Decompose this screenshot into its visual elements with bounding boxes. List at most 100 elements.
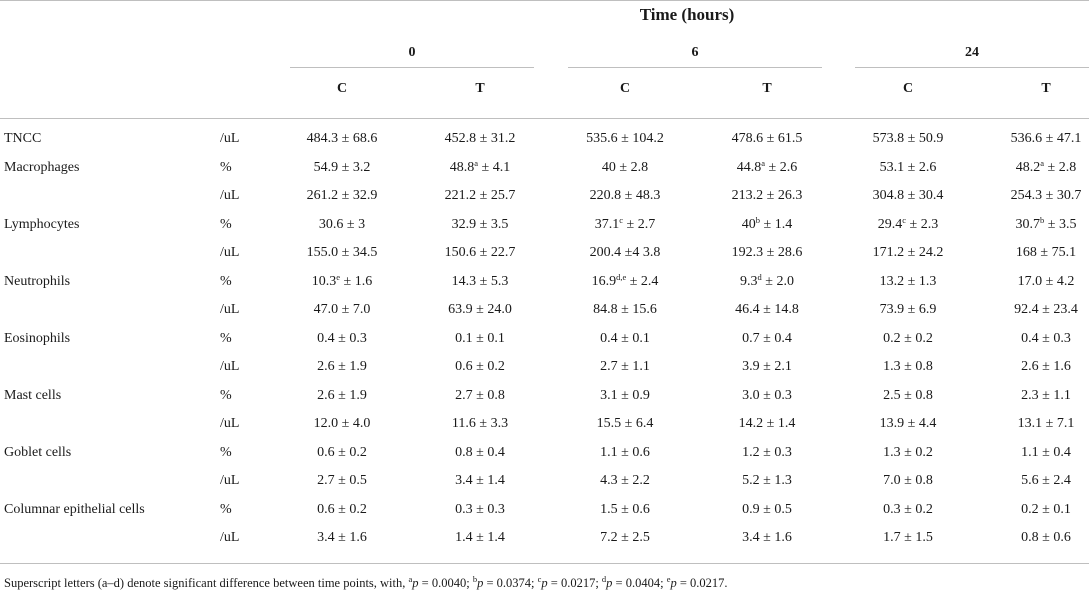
group-header-c: C: [902, 81, 914, 96]
cell-value: 0.3 ± 0.2: [883, 502, 933, 517]
table-cell: 2.6 ± 1.9: [317, 359, 367, 375]
table-cell: 0.8 ± 0.4: [455, 445, 505, 461]
cell-value: 0.8 ± 0.6: [1021, 530, 1071, 545]
cell-value: 40 ± 2.8: [601, 160, 649, 175]
table-cell: 37.1c ± 2.7: [595, 215, 655, 233]
row-unit: /uL: [220, 416, 240, 431]
timepoint-header-0: 0: [408, 45, 416, 60]
cell-value: 0.4 ± 0.1: [600, 331, 650, 346]
cell-sd: ± 2.8: [1044, 160, 1077, 175]
table-cell: 0.9 ± 0.5: [742, 502, 792, 518]
table-cell: 0.3 ± 0.2: [883, 502, 933, 518]
table-cell: 0.2 ± 0.2: [883, 331, 933, 347]
footnote-text: Superscript letters (a–d) denote signifi…: [4, 576, 406, 590]
group-header-t: T: [1041, 81, 1051, 96]
header-bottom-rule: [0, 118, 1089, 119]
table-cell: 0.4 ± 0.1: [600, 331, 650, 347]
table-cell: 17.0 ± 4.2: [1018, 274, 1075, 290]
table-cell: 48.2a ± 2.8: [1015, 158, 1077, 176]
table-cell: 0.4 ± 0.3: [317, 331, 367, 347]
table-cell: 3.1 ± 0.9: [600, 388, 650, 404]
row-unit: %: [220, 274, 232, 289]
table-cell: 261.2 ± 32.9: [307, 188, 378, 204]
cell-value: 7.2 ± 2.5: [600, 530, 650, 545]
table-cell: 13.2 ± 1.3: [880, 274, 937, 290]
cell-value: 92.4 ± 23.4: [1014, 302, 1078, 317]
cell-value: 54.9 ± 3.2: [313, 160, 371, 175]
cell-value: 536.6 ± 47.1: [1010, 131, 1082, 146]
table-cell: 3.4 ± 1.6: [742, 530, 792, 546]
table-cell: 0.6 ± 0.2: [317, 445, 367, 461]
cell-value: 1.4 ± 1.4: [455, 530, 505, 545]
table-cell: 478.6 ± 61.5: [732, 131, 803, 147]
table-cell: 0.6 ± 0.2: [455, 359, 505, 375]
cell-value: 168 ± 75.1: [1015, 245, 1077, 260]
table-cell: 213.2 ± 26.3: [732, 188, 803, 204]
cell-value: 29.4: [877, 217, 903, 232]
cell-value: 63.9 ± 24.0: [448, 302, 512, 317]
time-hours-title: Time (hours): [639, 5, 735, 24]
cell-value: 484.3 ± 68.6: [306, 131, 378, 146]
table-cell: 573.8 ± 50.9: [873, 131, 944, 147]
table-cell: 0.2 ± 0.1: [1021, 502, 1071, 518]
row-unit: %: [220, 502, 232, 517]
group-header-c: C: [336, 81, 348, 96]
row-label: Goblet cells: [4, 445, 72, 460]
cell-value: 3.4 ± 1.6: [317, 530, 367, 545]
cell-value: 32.9 ± 3.5: [451, 217, 509, 232]
cell-value: 0.8 ± 0.4: [455, 445, 505, 460]
cell-value: 2.3 ± 1.1: [1021, 388, 1071, 403]
cell-value: 11.6 ± 3.3: [451, 416, 509, 431]
table-cell: 14.2 ± 1.4: [739, 416, 796, 432]
cell-value: 84.8 ± 15.6: [593, 302, 657, 317]
table-cell: 168 ± 75.1: [1016, 245, 1076, 261]
cell-value: 3.1 ± 0.9: [600, 388, 650, 403]
table-bottom-rule: [0, 563, 1089, 564]
table-cell: 0.7 ± 0.4: [742, 331, 792, 347]
cell-value: 213.2 ± 26.3: [731, 188, 803, 203]
table-cell: 2.6 ± 1.9: [317, 388, 367, 404]
table-cell: 32.9 ± 3.5: [452, 217, 509, 233]
table-cell: 30.6 ± 3: [319, 217, 365, 233]
table-cell: 2.3 ± 1.1: [1021, 388, 1071, 404]
table-cell: 10.3e ± 1.6: [312, 272, 372, 290]
footnote-p-value: bp = 0.0374;: [470, 574, 535, 590]
table-cell: 2.6 ± 1.6: [1021, 359, 1071, 375]
cell-value: 14.2 ± 1.4: [738, 416, 796, 431]
table-cell: 11.6 ± 3.3: [452, 416, 508, 432]
cell-value: 1.7 ± 1.5: [883, 530, 933, 545]
significance-superscript: d,e: [616, 272, 627, 282]
table-cell: 0.4 ± 0.3: [1021, 331, 1071, 347]
cell-value: 1.2 ± 0.3: [742, 445, 792, 460]
table-cell: 192.3 ± 28.6: [732, 245, 803, 261]
cell-value: 5.2 ± 1.3: [742, 473, 792, 488]
footnote-p-symbol: p: [606, 576, 613, 590]
cell-value: 48.2: [1015, 160, 1041, 175]
significance-superscript: e: [336, 272, 341, 282]
row-label: Macrophages: [4, 160, 80, 175]
table-cell: 40 ± 2.8: [602, 160, 648, 176]
cell-value: 9.3: [740, 274, 758, 289]
table-cell: 3.4 ± 1.4: [455, 473, 505, 489]
cell-sd: ± 3.5: [1044, 217, 1077, 232]
cell-value: 4.3 ± 2.2: [600, 473, 650, 488]
row-label: Lymphocytes: [4, 217, 80, 232]
cell-value: 17.0 ± 4.2: [1017, 274, 1075, 289]
significance-superscript: d: [757, 272, 762, 282]
cell-sd: ± 2.4: [626, 274, 659, 289]
timepoint-6-rule: [568, 67, 822, 68]
cell-value: 150.6 ± 22.7: [444, 245, 516, 260]
table-cell: 5.2 ± 1.3: [742, 473, 792, 489]
table-cell: 7.2 ± 2.5: [600, 530, 650, 546]
table-cell: 13.1 ± 7.1: [1018, 416, 1075, 432]
cell-value: 47.0 ± 7.0: [313, 302, 371, 317]
table-cell: 16.9d,e ± 2.4: [592, 272, 659, 290]
footnote-p-number: = 0.0374;: [483, 576, 535, 590]
table-cell: 452.8 ± 31.2: [445, 131, 516, 147]
table-cell: 1.5 ± 0.6: [600, 502, 650, 518]
cell-value: 12.0 ± 4.0: [313, 416, 371, 431]
table-cell: 535.6 ± 104.2: [586, 131, 664, 147]
row-unit: %: [220, 445, 232, 460]
footnote-superscript: d: [601, 574, 607, 584]
footnote-superscript: a: [408, 574, 413, 584]
